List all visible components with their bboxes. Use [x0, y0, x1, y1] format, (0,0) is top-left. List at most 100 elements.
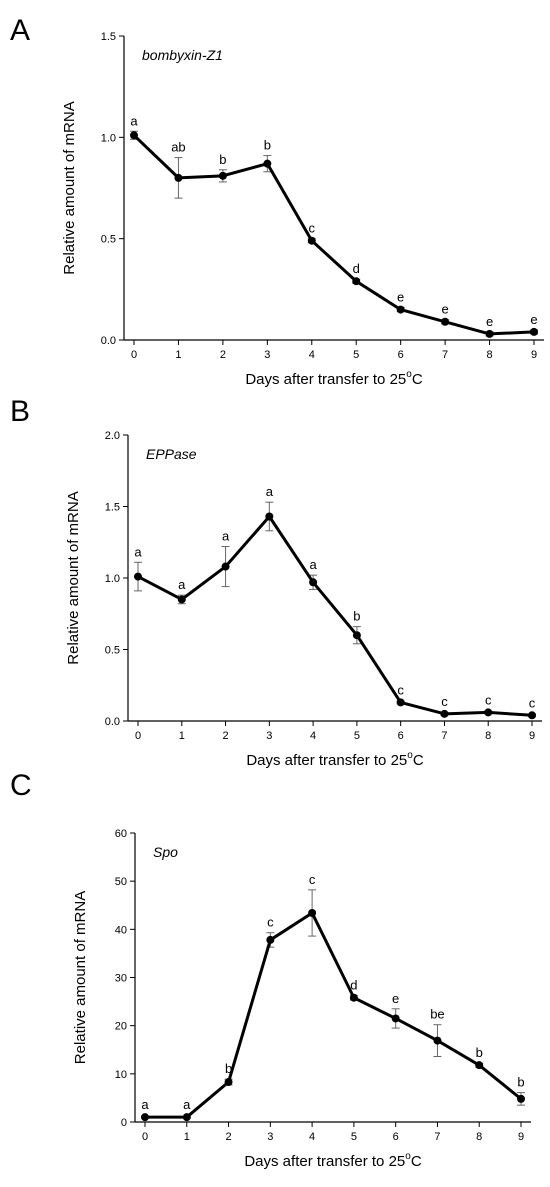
data-point [141, 1113, 149, 1122]
significance-letter: d [350, 977, 357, 992]
x-tick-label: 9 [531, 349, 537, 361]
x-tick-label: 6 [398, 349, 404, 361]
x-tick-label: 8 [476, 1131, 482, 1143]
x-axis-label-degree: o [407, 750, 413, 761]
significance-letter: c [267, 915, 274, 930]
significance-letter: e [486, 314, 493, 329]
significance-letter: c [441, 694, 448, 709]
x-tick-label: 7 [441, 730, 447, 742]
chart-title: bombyxin-Z1 [142, 47, 223, 63]
data-point [307, 236, 316, 245]
y-tick-label: 0.0 [105, 716, 120, 728]
significance-letter: b [219, 152, 226, 167]
x-tick-label: 0 [135, 730, 141, 742]
significance-letter: c [397, 682, 404, 697]
significance-letter: c [309, 872, 316, 887]
y-tick-label: 0 [121, 1117, 127, 1129]
x-tick-label: 7 [434, 1131, 440, 1143]
data-point [263, 159, 272, 168]
x-tick-label: 5 [353, 349, 359, 361]
data-point [396, 698, 405, 707]
series-line [145, 911, 522, 1119]
chart-a: 0.0 0.5 1.0 1.5 0 1 2 3 4 5 6 7 8 9 a ab b b c d e e e e bombyxi… [61, 31, 544, 388]
significance-letter: a [130, 113, 138, 128]
y-tick-label: 50 [115, 876, 127, 888]
data-point [134, 572, 142, 581]
y-tick-label: 10 [115, 1069, 127, 1081]
data-point [218, 171, 227, 180]
y-axis-label: Relative amount of mRNA [72, 891, 89, 1064]
significance-letter: b [225, 1061, 232, 1076]
significance-letter: b [264, 138, 271, 153]
significance-letter: ab [171, 140, 185, 155]
series-line [137, 515, 533, 717]
data-point [177, 595, 186, 604]
data-point [352, 277, 361, 286]
significance-letter: e [392, 991, 399, 1006]
x-axis-label: Days after transfer to 25oC [246, 750, 423, 769]
significance-letter: e [530, 312, 537, 327]
panel-c: C 0 10 20 30 40 50 60 0 1 2 3 4 5 6 7 8 9 a a b c c d e be b b Spo R… [0, 765, 550, 1182]
chart-title: EPPase [146, 446, 197, 462]
significance-letter: a [178, 577, 186, 592]
data-point [433, 1036, 442, 1045]
significance-letter: b [476, 1045, 483, 1060]
y-tick-label: 0.5 [101, 234, 116, 246]
significance-letter: a [141, 1097, 149, 1112]
significance-letter: a [266, 484, 274, 499]
x-axis-label-degree: o [405, 1151, 411, 1162]
x-tick-label: 2 [222, 730, 228, 742]
y-tick-label: 0.0 [101, 335, 116, 347]
y-axis-label: Relative amount of mRNA [61, 101, 78, 274]
y-tick-label: 30 [115, 973, 127, 985]
significance-letter: c [309, 221, 316, 236]
x-tick-label: 6 [398, 730, 404, 742]
significance-letter: d [353, 261, 360, 276]
y-tick-label: 60 [115, 828, 127, 840]
chart-c: 0 10 20 30 40 50 60 0 1 2 3 4 5 6 7 8 9 a a b c c d e be b b Spo Rel… [72, 828, 531, 1170]
y-axis-label: Relative amount of mRNA [65, 491, 82, 664]
data-point [440, 709, 449, 718]
x-axis-label-degree: o [406, 369, 412, 380]
y-tick-label: 2.0 [105, 430, 120, 442]
panel-label-c: C [10, 769, 32, 802]
y-tick-label: 1.0 [101, 132, 116, 144]
chart-title: Spo [153, 844, 178, 860]
data-point [528, 711, 536, 720]
x-tick-label: 0 [142, 1131, 148, 1143]
y-tick-label: 1.5 [105, 502, 120, 514]
panel-label-a: A [10, 14, 31, 47]
y-tick-label: 40 [115, 924, 127, 936]
significance-letter: c [529, 695, 536, 710]
x-tick-label: 4 [310, 730, 316, 742]
significance-letter: a [222, 529, 230, 544]
data-point [441, 317, 450, 326]
significance-letter: e [441, 302, 448, 317]
data-point [308, 908, 317, 917]
x-tick-label: 2 [225, 1131, 231, 1143]
x-axis-label-unit: C [412, 371, 423, 388]
data-point [352, 631, 361, 640]
significance-letter: e [397, 290, 404, 305]
significance-letter: c [485, 692, 492, 707]
x-tick-label: 1 [175, 349, 181, 361]
x-tick-label: 5 [354, 730, 360, 742]
significance-letter: b [353, 609, 360, 624]
data-point [484, 708, 493, 717]
significance-letter: be [430, 1007, 444, 1022]
x-axis-label-main: Days after transfer to 25 [244, 1153, 405, 1170]
chart-b: 0.0 0.5 1.0 1.5 2.0 0 1 2 3 4 5 6 7 8 9 a a a a a b c c c c EPPas… [65, 430, 542, 769]
x-tick-label: 8 [485, 730, 491, 742]
x-tick-label: 3 [267, 1131, 273, 1143]
data-point [309, 578, 318, 587]
panel-label-b: B [10, 395, 31, 428]
data-point [396, 305, 405, 314]
series-line [132, 134, 535, 336]
x-axis-label-main: Days after transfer to 25 [245, 371, 406, 388]
significance-letter: a [309, 557, 317, 572]
x-tick-label: 4 [309, 1131, 315, 1143]
data-point [475, 1061, 484, 1070]
data-point [391, 1014, 400, 1023]
data-point [130, 131, 138, 140]
panel-b: B 0.0 0.5 1.0 1.5 2.0 0 1 2 3 4 5 6 7 8 9 a a a a a b c c c c EPP… [0, 383, 550, 783]
